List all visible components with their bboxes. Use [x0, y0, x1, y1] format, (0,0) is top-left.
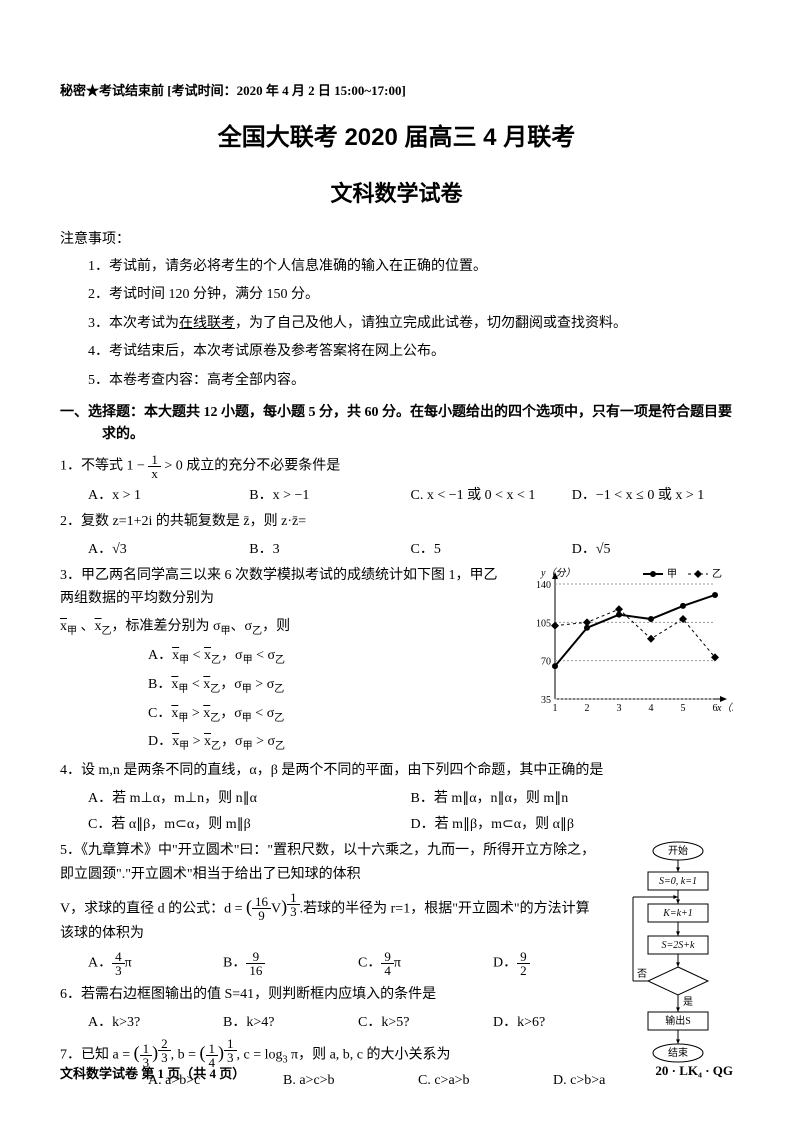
q5-stem2: V，求球的直径 d 的公式：d = (169V)13.若球的半径为 r=1，根据… [60, 891, 600, 947]
q4-options-row2: C．若 α∥β，m⊂α，则 m∥β D．若 m∥β，m⊂α，则 α∥β [88, 813, 733, 833]
svg-text:1: 1 [553, 703, 558, 714]
svg-text:5: 5 [681, 703, 686, 714]
svg-text:S=2S+k: S=2S+k [662, 940, 695, 951]
notice-item-3: 3．本次考试为在线联考，为了自己及他人，请独立完成此试卷，切勿翻阅或查找资料。 [88, 313, 733, 335]
notice-item-4: 4．考试结束后，本次考试原卷及参考答案将在网上公布。 [88, 341, 733, 363]
notice-item-1: 1．考试前，请务必将考生的个人信息准确的输入在正确的位置。 [88, 256, 733, 278]
svg-text:x（次）: x（次） [716, 702, 733, 714]
q6-optC: C．k>5? [358, 1011, 493, 1031]
q1-optA: A．x > 1 [88, 484, 249, 504]
q5-7-block: 开始 S=0, k=1 K=k+1 S=2S+k 输出S 结束 否是 5．《九章算术》中"开… [60, 839, 733, 1089]
title-main: 全国大联考 2020 届高三 4 月联考 [60, 117, 733, 152]
page-footer: 文科数学试卷 第 1 页（共 4 页） 20 · LK₄ · QG [60, 1063, 733, 1082]
q5-optD: D．92 [493, 950, 628, 977]
q4-optB: B．若 m∥α，n∥α，则 m∥n [411, 787, 734, 807]
q4-optA: A．若 m⊥α，m⊥n，则 n∥α [88, 787, 411, 807]
q1-stem: 1．不等式 1 − 1x > 0 成立的充分不必要条件是 [60, 453, 733, 480]
footer-right: 20 · LK₄ · QG [655, 1063, 733, 1082]
section1-head: 一、选择题：本大题共 12 小题，每小题 5 分，共 60 分。在每小题给出的四… [60, 402, 733, 447]
q1-optD: D．−1 < x ≤ 0 或 x > 1 [572, 484, 733, 504]
svg-text:35: 35 [541, 695, 551, 706]
q3-stem1: 3．甲乙两名同学高三以来 6 次数学模拟考试的成绩统计如下图 1，甲乙两组数据的… [60, 564, 500, 612]
q1-optC: C. x < −1 或 0 < x < 1 [411, 484, 572, 504]
q6-optA: A．k>3? [88, 1011, 223, 1031]
q3-stem2: x甲 、x乙，标准差分别为 σ甲、σ乙，则 [60, 615, 500, 640]
svg-text:输出S: 输出S [665, 1014, 691, 1027]
svg-text:3: 3 [617, 703, 622, 714]
q4-stem: 4．设 m,n 是两条不同的直线，α，β 是两个不同的平面，由下列四个命题，其中… [60, 759, 733, 783]
q4-options-row1: A．若 m⊥α，m⊥n，则 n∥α B．若 m∥α，n∥α，则 m∥n [88, 787, 733, 807]
svg-text:是: 是 [683, 996, 693, 1008]
q6-stem: 6．若需右边框图输出的值 S=41，则判断框内应填入的条件是 [60, 983, 600, 1007]
q5-options: A．43π B．916 C．94π D．92 [88, 950, 628, 977]
title-sub: 文科数学试卷 [60, 176, 733, 208]
q4-optD: D．若 m∥β，m⊂α，则 α∥β [411, 813, 734, 833]
svg-text:K=k+1: K=k+1 [662, 908, 693, 919]
svg-text:甲: 甲 [667, 569, 677, 580]
q2-optA: A．√3 [88, 538, 249, 558]
notice-head: 注意事项： [60, 228, 733, 248]
q2-stem: 2．复数 z=1+2i 的共轭复数是 z̄，则 z·z̄= [60, 510, 733, 534]
flowchart: 开始 S=0, k=1 K=k+1 S=2S+k 输出S 结束 否是 [623, 839, 733, 1099]
svg-text:105: 105 [536, 618, 551, 629]
q5-optC: C．94π [358, 950, 493, 977]
notice-item-5: 5．本卷考查内容：高考全部内容。 [88, 370, 733, 392]
q1-options: A．x > 1 B．x > −1 C. x < −1 或 0 < x < 1 D… [88, 484, 733, 504]
svg-text:乙: 乙 [712, 568, 722, 580]
q5-optA: A．43π [88, 950, 223, 977]
q1-optB: B．x > −1 [249, 484, 410, 504]
q6-optD: D．k>6? [493, 1011, 628, 1031]
q4-optC: C．若 α∥β，m⊂α，则 m∥β [88, 813, 411, 833]
q5-optB: B．916 [223, 950, 358, 977]
svg-text:S=0, k=1: S=0, k=1 [659, 876, 697, 887]
svg-text:2: 2 [585, 703, 590, 714]
confidential-note: 秘密★考试结束前 [考试时间：2020 年 4 月 2 日 15:00~17:0… [60, 80, 733, 99]
notice-item-2: 2．考试时间 120 分钟，满分 150 分。 [88, 284, 733, 306]
svg-text:否: 否 [637, 968, 647, 980]
score-chart: 3570105140123456y（分）x（次）甲乙 [523, 564, 733, 729]
svg-text:开始: 开始 [668, 844, 688, 857]
q2-optB: B．3 [249, 538, 410, 558]
q6-options: A．k>3? B．k>4? C．k>5? D．k>6? [88, 1011, 628, 1031]
svg-text:4: 4 [649, 703, 654, 714]
q5-stem1: 5．《九章算术》中"开立圆术"曰："置积尺数，以十六乘之，九而一，所得开立方除之… [60, 839, 600, 887]
svg-text:结束: 结束 [668, 1046, 688, 1059]
q2-optD: D．√5 [572, 538, 733, 558]
svg-text:70: 70 [541, 656, 551, 667]
footer-left: 文科数学试卷 第 1 页（共 4 页） [60, 1063, 245, 1082]
svg-text:y（分）: y（分） [540, 567, 575, 579]
q6-optB: B．k>4? [223, 1011, 358, 1031]
svg-text:140: 140 [536, 580, 551, 591]
q3-block: 3570105140123456y（分）x（次）甲乙 3．甲乙两名同学高三以来 … [60, 564, 733, 756]
q2-options: A．√3 B．3 C．5 D．√5 [88, 538, 733, 558]
q2-optC: C．5 [411, 538, 572, 558]
q3-optD: D．x甲 > x乙，σ甲 > σ乙 [148, 730, 733, 755]
